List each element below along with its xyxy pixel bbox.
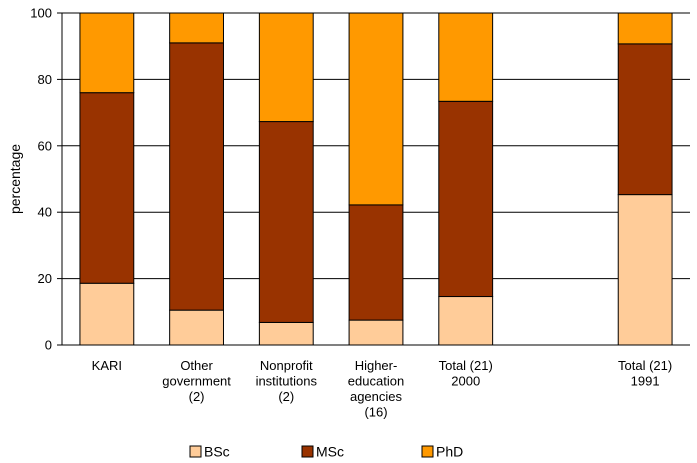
- legend-swatch-phd: [421, 445, 434, 458]
- bar-bsc-6: [617, 194, 673, 346]
- bar-bsc-4: [438, 296, 494, 346]
- bar-msc-2: [258, 121, 314, 323]
- category-label-2-line-1: institutions: [256, 374, 318, 389]
- category-label-1-line-2: (2): [189, 389, 205, 404]
- category-label-2-line-2: (2): [278, 389, 294, 404]
- category-label-3-line-1: education: [348, 374, 404, 389]
- y-axis-title: percentage: [7, 144, 23, 214]
- bar-msc-3: [348, 204, 404, 321]
- axes: [57, 12, 690, 346]
- category-label-1-line-0: Other: [180, 358, 213, 373]
- category-label-3-line-3: (16): [364, 405, 387, 420]
- y-tick-label-60: 60: [38, 138, 52, 153]
- y-tick-labels: 0 20 40 60 80 100: [30, 6, 52, 353]
- category-label-1-line-1: government: [162, 374, 231, 389]
- legend-swatch-msc: [301, 445, 314, 458]
- y-tick-label-80: 80: [38, 72, 52, 87]
- bar-bsc-3: [348, 319, 404, 346]
- category-label-4-line-1: 2000: [451, 374, 480, 389]
- bar-msc-0: [79, 92, 135, 284]
- bar-phd-4: [438, 12, 494, 102]
- category-label-3-line-2: agencies: [350, 389, 403, 404]
- legend-label-msc: MSc: [316, 444, 344, 460]
- bar-phd-0: [79, 12, 135, 94]
- bar-msc-6: [617, 43, 673, 196]
- legend: BSc MSc PhD: [189, 444, 463, 460]
- legend-label-bsc: BSc: [204, 444, 230, 460]
- legend-label-phd: PhD: [436, 444, 463, 460]
- bars: [79, 12, 673, 346]
- y-tick-label-20: 20: [38, 271, 52, 286]
- category-label-3-line-0: Higher-: [355, 358, 398, 373]
- category-label-6-line-1: 1991: [631, 374, 660, 389]
- category-labels: KARI Othergovernment(2)Nonprofitinstituti…: [92, 358, 673, 420]
- bar-msc-4: [438, 100, 494, 298]
- category-label-2-line-0: Nonprofit: [260, 358, 313, 373]
- bar-bsc-0: [79, 282, 135, 346]
- y-tick-label-40: 40: [38, 205, 52, 220]
- category-label-0-line-0: KARI: [92, 358, 122, 373]
- category-label-4-line-0: Total (21): [439, 358, 493, 373]
- category-label-6-line-0: Total (21): [618, 358, 672, 373]
- bar-bsc-2: [258, 321, 314, 346]
- y-tick-label-100: 100: [30, 6, 52, 21]
- legend-swatch-bsc: [189, 445, 202, 458]
- bar-phd-3: [348, 12, 404, 206]
- bar-msc-1: [169, 42, 224, 311]
- y-tick-label-0: 0: [45, 338, 52, 353]
- bar-phd-1: [169, 12, 224, 44]
- bar-phd-2: [258, 12, 314, 123]
- bar-phd-6: [617, 12, 673, 45]
- bar-bsc-1: [169, 309, 224, 346]
